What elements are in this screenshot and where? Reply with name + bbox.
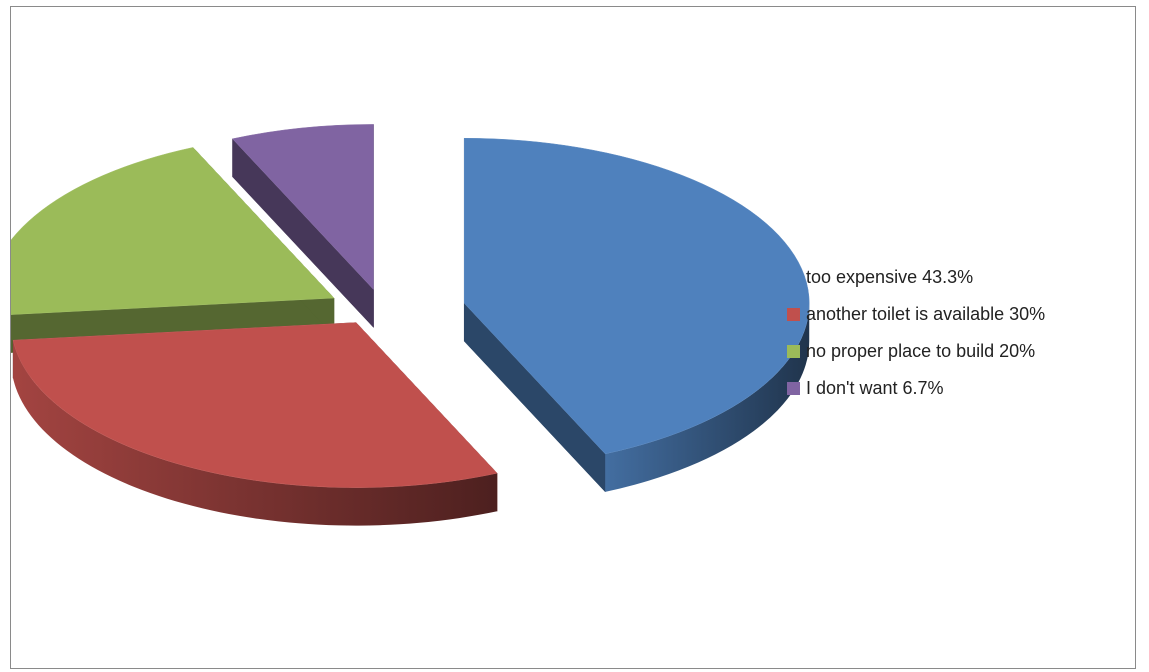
legend-label: another toilet is available 30% bbox=[806, 304, 1046, 324]
legend-label: no proper place to build 20% bbox=[806, 341, 1036, 361]
legend-label: I don't want 6.7% bbox=[806, 378, 944, 398]
legend-swatch-no-proper-place bbox=[787, 345, 800, 358]
legend-swatch-too-expensive bbox=[787, 271, 800, 284]
legend: too expensive 43.3% another toilet is av… bbox=[787, 259, 1045, 407]
legend-swatch-i-dont-want bbox=[787, 382, 800, 395]
legend-item: I don't want 6.7% bbox=[787, 370, 1045, 407]
pie-slice bbox=[231, 124, 374, 329]
legend-label: too expensive 43.3% bbox=[806, 267, 974, 287]
legend-item: another toilet is available 30% bbox=[787, 296, 1045, 333]
pie-chart bbox=[11, 124, 810, 526]
legend-item: too expensive 43.3% bbox=[787, 259, 1045, 296]
pie-slice bbox=[463, 137, 810, 493]
chart-area: too expensive 43.3% another toilet is av… bbox=[10, 6, 1136, 669]
legend-item: no proper place to build 20% bbox=[787, 333, 1045, 370]
pie-slice bbox=[12, 321, 498, 526]
legend-swatch-another-toilet bbox=[787, 308, 800, 321]
